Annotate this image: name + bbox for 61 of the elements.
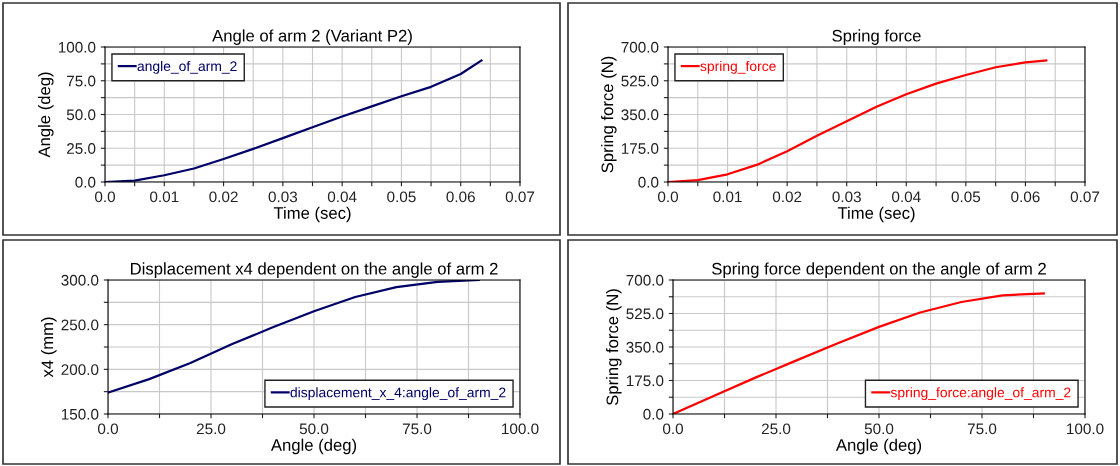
y-tick-label: 25.0 xyxy=(67,143,96,154)
x-tick-label: 0.0 xyxy=(657,191,679,203)
y-axis-title: Angle (deg) xyxy=(38,72,54,158)
x-tick-label: 0.07 xyxy=(1070,191,1100,203)
x-tick-label: 0.04 xyxy=(327,191,357,203)
legend-label: spring_force xyxy=(700,60,776,74)
y-tick-label: 525.0 xyxy=(626,308,664,320)
chart-title: Spring force xyxy=(832,29,921,45)
x-tick-label: 75.0 xyxy=(402,423,432,435)
y-tick-label: 150.0 xyxy=(61,408,99,420)
x-tick-label: 0.0 xyxy=(97,423,119,435)
x-tick-label: 0.05 xyxy=(951,191,981,203)
x-tick-label: 0.0 xyxy=(94,191,116,203)
x-tick-label: 100.0 xyxy=(502,423,539,435)
y-tick-label: 350.0 xyxy=(621,109,659,121)
x-axis-title: Time (sec) xyxy=(837,206,915,223)
x-tick-label: 50.0 xyxy=(864,423,894,435)
legend-label: spring_force:angle_of_arm_2 xyxy=(890,387,1071,401)
y-axis-title: Spring force (N) xyxy=(601,56,617,173)
x-tick-label: 0.02 xyxy=(772,191,802,203)
chart-title: Spring force dependent on the angle of arm 2 xyxy=(712,262,1046,278)
y-tick-label: 250.0 xyxy=(61,319,99,331)
x-tick-label: 0.07 xyxy=(505,191,535,203)
legend-label: displacement_x_4:angle_of_arm_2 xyxy=(290,387,506,401)
chart-title: Angle of arm 2 (Variant P2) xyxy=(212,29,412,45)
y-tick-label: 350.0 xyxy=(626,341,664,353)
y-tick-label: 700.0 xyxy=(626,274,664,286)
y-tick-label: 75.0 xyxy=(67,75,96,87)
y-tick-label: 175.0 xyxy=(626,375,664,387)
y-tick-label: 300.0 xyxy=(61,274,99,286)
x-tick-label: 0.02 xyxy=(209,191,238,203)
legend-label: angle_of_arm_2 xyxy=(137,60,237,74)
y-axis-title: Spring force (N) xyxy=(606,289,622,406)
x-axis-title: Angle (deg) xyxy=(835,438,922,455)
y-tick-label: 175.0 xyxy=(621,143,659,154)
y-tick-label: 0.0 xyxy=(75,176,96,188)
x-axis-title: Angle (deg) xyxy=(270,438,357,455)
y-tick-label: 0.0 xyxy=(643,408,664,420)
y-tick-label: 525.0 xyxy=(621,75,659,87)
y-tick-label: 0.0 xyxy=(638,176,659,188)
x-tick-label: 0.03 xyxy=(832,191,861,203)
x-tick-label: 50.0 xyxy=(299,423,329,435)
x-tick-label: 0.03 xyxy=(268,191,298,203)
x-axis-title: Time (sec) xyxy=(273,206,351,223)
x-tick-label: 100.0 xyxy=(1067,423,1104,435)
x-tick-label: 0.06 xyxy=(446,191,475,203)
x-tick-label: 25.0 xyxy=(196,423,226,435)
x-tick-label: 0.01 xyxy=(713,191,742,203)
x-tick-label: 25.0 xyxy=(761,423,791,435)
y-tick-label: 700.0 xyxy=(621,41,659,53)
x-tick-label: 0.01 xyxy=(150,191,179,203)
x-tick-label: 0.04 xyxy=(892,191,921,203)
x-tick-label: 0.06 xyxy=(1011,191,1040,203)
y-tick-label: 50.0 xyxy=(66,109,96,121)
y-tick-label: 200.0 xyxy=(61,364,99,376)
chart-title: Displacement x4 dependent on the angle of arm 2 xyxy=(131,262,498,278)
x-tick-label: 0.0 xyxy=(662,423,684,435)
y-axis-title: x4 (mm) xyxy=(41,317,57,378)
y-tick-label: 100.0 xyxy=(58,41,96,53)
x-tick-label: 0.05 xyxy=(387,191,416,203)
x-tick-label: 75.0 xyxy=(967,423,997,435)
